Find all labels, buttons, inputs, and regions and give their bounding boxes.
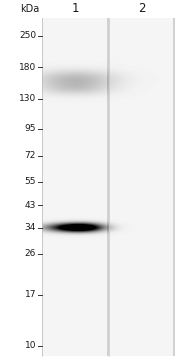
Text: 10: 10: [25, 341, 36, 350]
Text: 250: 250: [19, 31, 36, 40]
Text: 180: 180: [19, 63, 36, 72]
Text: 17: 17: [25, 290, 36, 299]
Text: 43: 43: [25, 201, 36, 210]
Text: 1: 1: [72, 1, 79, 15]
Text: 2: 2: [138, 1, 145, 15]
Text: 95: 95: [25, 124, 36, 133]
Text: kDa: kDa: [20, 4, 39, 14]
Text: 26: 26: [25, 249, 36, 258]
Text: 34: 34: [25, 223, 36, 232]
Text: 72: 72: [25, 151, 36, 160]
Text: 55: 55: [25, 177, 36, 186]
Text: 130: 130: [19, 94, 36, 103]
